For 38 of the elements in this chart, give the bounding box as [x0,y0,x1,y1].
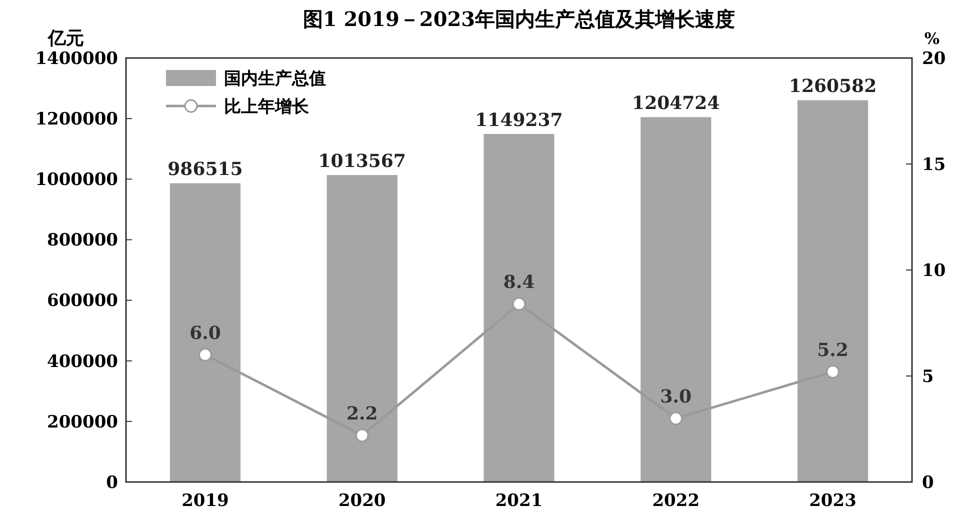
data-label: 8.4 [503,272,535,293]
x-tick-label: 2020 [338,491,386,511]
x-tick-label: 2021 [495,491,543,511]
x-tick-label: 2022 [652,491,700,511]
y-tick-label: 0 [106,472,118,493]
data-label: 1013567 [318,151,406,172]
point [826,365,840,379]
y-tick-label: 1200000 [35,110,118,130]
y-axis-title: 亿元 [47,28,84,49]
x-tick-label: 2023 [809,491,856,511]
data-label: 5.2 [817,340,848,361]
point [669,412,683,426]
data-label: 1260582 [788,76,877,98]
data-label: 986515 [168,159,243,180]
data-label: 1204724 [632,93,720,114]
y-tick-label: 600000 [47,291,118,312]
data-label: 2.2 [346,403,378,424]
y2-tick-label: 10 [922,260,946,281]
data-label: 6.0 [190,322,221,344]
y-tick-label: 400000 [47,352,118,372]
y-tick-label: 800000 [47,230,118,251]
y2-axis-title: % [924,29,940,48]
y2-tick-label: 5 [922,366,934,387]
y2-tick-label: 0 [922,472,934,493]
chart-title: 图1 2019－2023年国内生产总值及其增长速度 [302,7,736,31]
y2-tick-label: 15 [922,154,946,175]
legend-label: 比上年增长 [224,96,310,117]
point [355,428,369,442]
data-label: 1149237 [475,110,563,131]
point [198,348,212,362]
y-tick-label: 200000 [47,412,118,432]
y-tick-label: 1000000 [35,170,118,190]
y2-tick-label: 20 [922,48,946,69]
legend-label: 国内生产总值 [224,68,326,89]
x-tick-label: 2019 [182,491,229,511]
data-label: 3.0 [660,386,692,408]
point [512,297,526,311]
y-tick-label: 1400000 [35,48,118,69]
